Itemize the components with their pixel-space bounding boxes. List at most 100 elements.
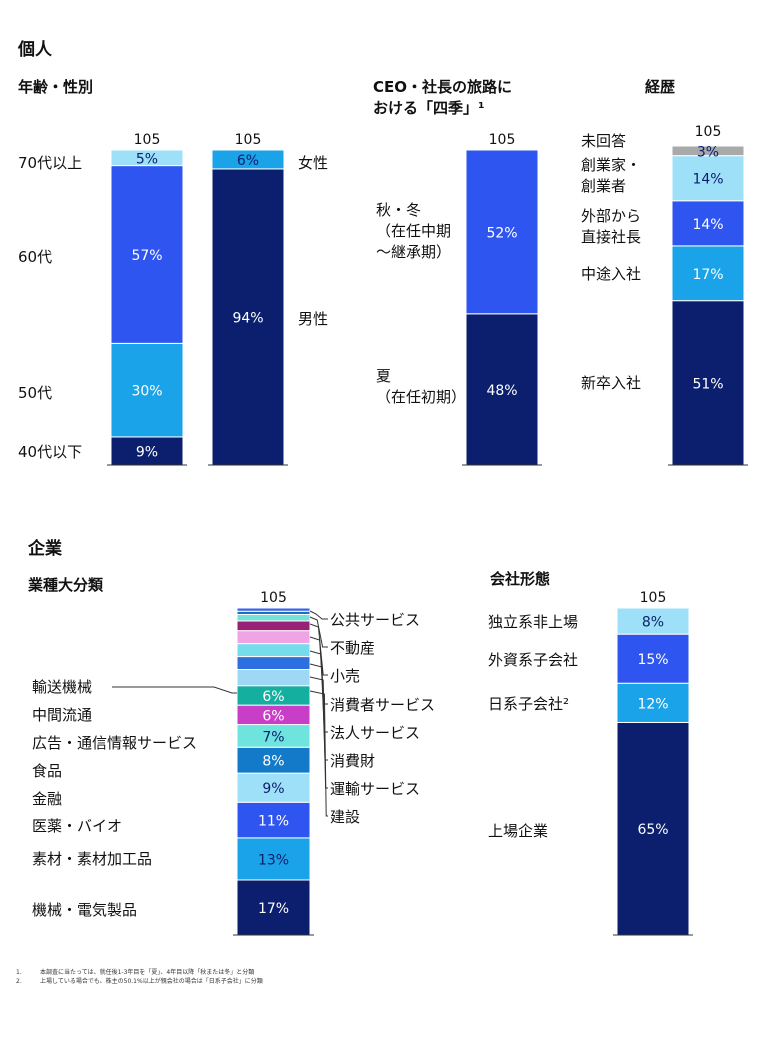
season-chart-bar-0 [465,313,539,466]
industry-chart-value-label-0: 17% [258,901,289,917]
career-chart-bar-2 [671,200,745,247]
company-type-chart-bar-2 [616,633,690,684]
industry-chart-bar-13 [236,613,311,622]
career-chart-bar-3 [671,155,745,202]
gender-chart-total-label: 105 [235,132,262,148]
company-type-chart-value-label-1: 12% [637,696,668,712]
chart-title-company-type: 会社形態 [490,570,551,588]
footnote-1-text: 本調査に当たっては、就任後1-3年目を「夏」、4年目以降「秋または冬」と分類 [40,969,255,976]
company-label-japanese-sub: 日系子会社² [488,695,570,713]
company-type-chart-value-label-0: 65% [637,822,668,838]
season-label-autumn-winter-1: 秋・冬 [376,201,422,219]
industry-chart-value-label-5: 7% [262,729,284,745]
industry-label-transport-machinery: 輸送機械 [32,678,93,696]
age-chart-value-label-2: 57% [131,248,162,264]
industry-chart-bar-10 [236,643,311,658]
career-label-founder-1: 創業家・ [581,156,642,174]
career-chart-value-label-4: 3% [697,144,719,160]
career-chart-total-label: 105 [695,124,722,140]
age-label-40s: 40代以下 [18,443,83,461]
industry-label-public-service: 公共サービス [330,611,421,629]
company-type-chart-total-label: 105 [640,590,667,606]
footnote-1-num: 1. [16,969,22,976]
chart-title-industry: 業種大分類 [28,576,104,594]
career-chart-bar-4 [671,145,745,157]
industry-label-finance: 金融 [32,790,63,808]
career-chart-value-label-1: 17% [692,267,723,283]
career-label-midcareer: 中途入社 [581,265,642,283]
footnote-2-num: 2. [16,978,22,985]
industry-chart-bar-3 [236,772,311,803]
industry-leader-right-0 [309,610,328,620]
gender-label-female: 女性 [298,154,329,172]
company-type-chart-value-label-3: 8% [642,615,664,631]
chart-title-four-seasons-line2: おける「四季」¹ [373,99,485,117]
season-label-summer-2: （在任初期） [376,388,467,406]
industry-label-wholesale: 中間流通 [32,706,93,724]
career-chart-value-label-3: 14% [692,172,723,188]
age-chart-bar-0 [110,436,184,466]
industry-leader-right-6 [309,676,328,789]
season-chart-total-label: 105 [489,132,516,148]
industry-leader-right-1 [309,616,328,648]
age-chart-bar-2 [110,165,184,344]
gender-chart-bar-1 [211,149,285,170]
company-type-chart-bar-0 [616,721,690,936]
industry-label-food: 食品 [32,762,63,780]
industry-leader-transport-machinery [112,686,237,694]
industry-chart-bar-12 [236,620,311,632]
industry-chart-value-label-6: 6% [262,708,284,724]
age-chart-value-label-3: 5% [136,151,158,167]
age-chart-value-label-0: 9% [136,444,158,460]
industry-leader-right-2 [309,623,328,676]
career-chart-value-label-2: 14% [692,217,723,233]
industry-chart-bar-1 [236,837,311,881]
gender-label-male: 男性 [298,310,329,328]
company-label-independent: 独立系非上場 [488,613,579,631]
industry-leader-right-7 [309,690,328,817]
gender-chart-bar-0 [211,168,285,466]
company-type-chart-bar-1 [616,682,690,723]
age-label-50s: 50代 [18,384,53,402]
industry-label-construction: 建設 [330,808,361,826]
industry-chart-value-label-3: 9% [262,781,284,797]
industry-chart-value-label-7: 6% [262,689,284,705]
industry-label-consumer-service: 消費者サービス [330,696,436,714]
industry-chart-value-label-1: 13% [258,852,289,868]
age-chart-bar-3 [110,149,184,167]
industry-label-transport-service: 運輸サービス [330,780,421,798]
season-chart-value-label-0: 48% [486,383,517,399]
industry-label-materials: 素材・素材加工品 [32,850,153,868]
industry-label-business-service: 法人サービス [330,724,421,742]
industry-chart-bar-8 [236,669,311,687]
age-label-70s: 70代以上 [18,154,83,172]
season-label-autumn-winter-3: ～継承期） [376,243,452,261]
company-label-foreign-sub: 外資系子会社 [488,651,579,669]
chart-title-four-seasons-line1: CEO・社長の旅路に [373,78,513,96]
section-title-company: 企業 [28,539,62,559]
industry-chart-bar-9 [236,656,311,671]
age-chart-total-label: 105 [134,132,161,148]
industry-chart-bar-0 [236,879,311,936]
industry-chart-value-label-4: 8% [262,754,284,770]
footnote-2-text: 上場している場合でも、株主の50.1%以上が親会社の場合は「日系子会社」に分類 [40,978,263,985]
season-label-autumn-winter-2: （在任中期 [376,222,452,240]
industry-chart-bar-2 [236,801,311,839]
age-chart-bar-1 [110,342,184,438]
career-chart-bar-1 [671,245,745,302]
chart-title-career: 経歴 [645,78,676,96]
industry-chart-bar-4 [236,746,311,774]
season-chart-bar-1 [465,149,539,315]
age-chart-value-label-1: 30% [131,384,162,400]
industry-label-pharma: 医薬・バイオ [32,817,123,835]
chart-title-age-gender: 年齢・性別 [18,78,94,96]
career-label-newgrad: 新卒入社 [581,374,642,392]
gender-chart-value-label-1: 6% [237,153,259,169]
company-type-chart-bar-3 [616,607,690,635]
season-chart-value-label-1: 52% [486,225,517,241]
career-label-founder-2: 創業者 [581,177,627,195]
career-label-no-answer: 未回答 [581,132,627,150]
industry-label-retail: 小売 [330,667,361,685]
career-label-external-1: 外部から [581,207,642,225]
